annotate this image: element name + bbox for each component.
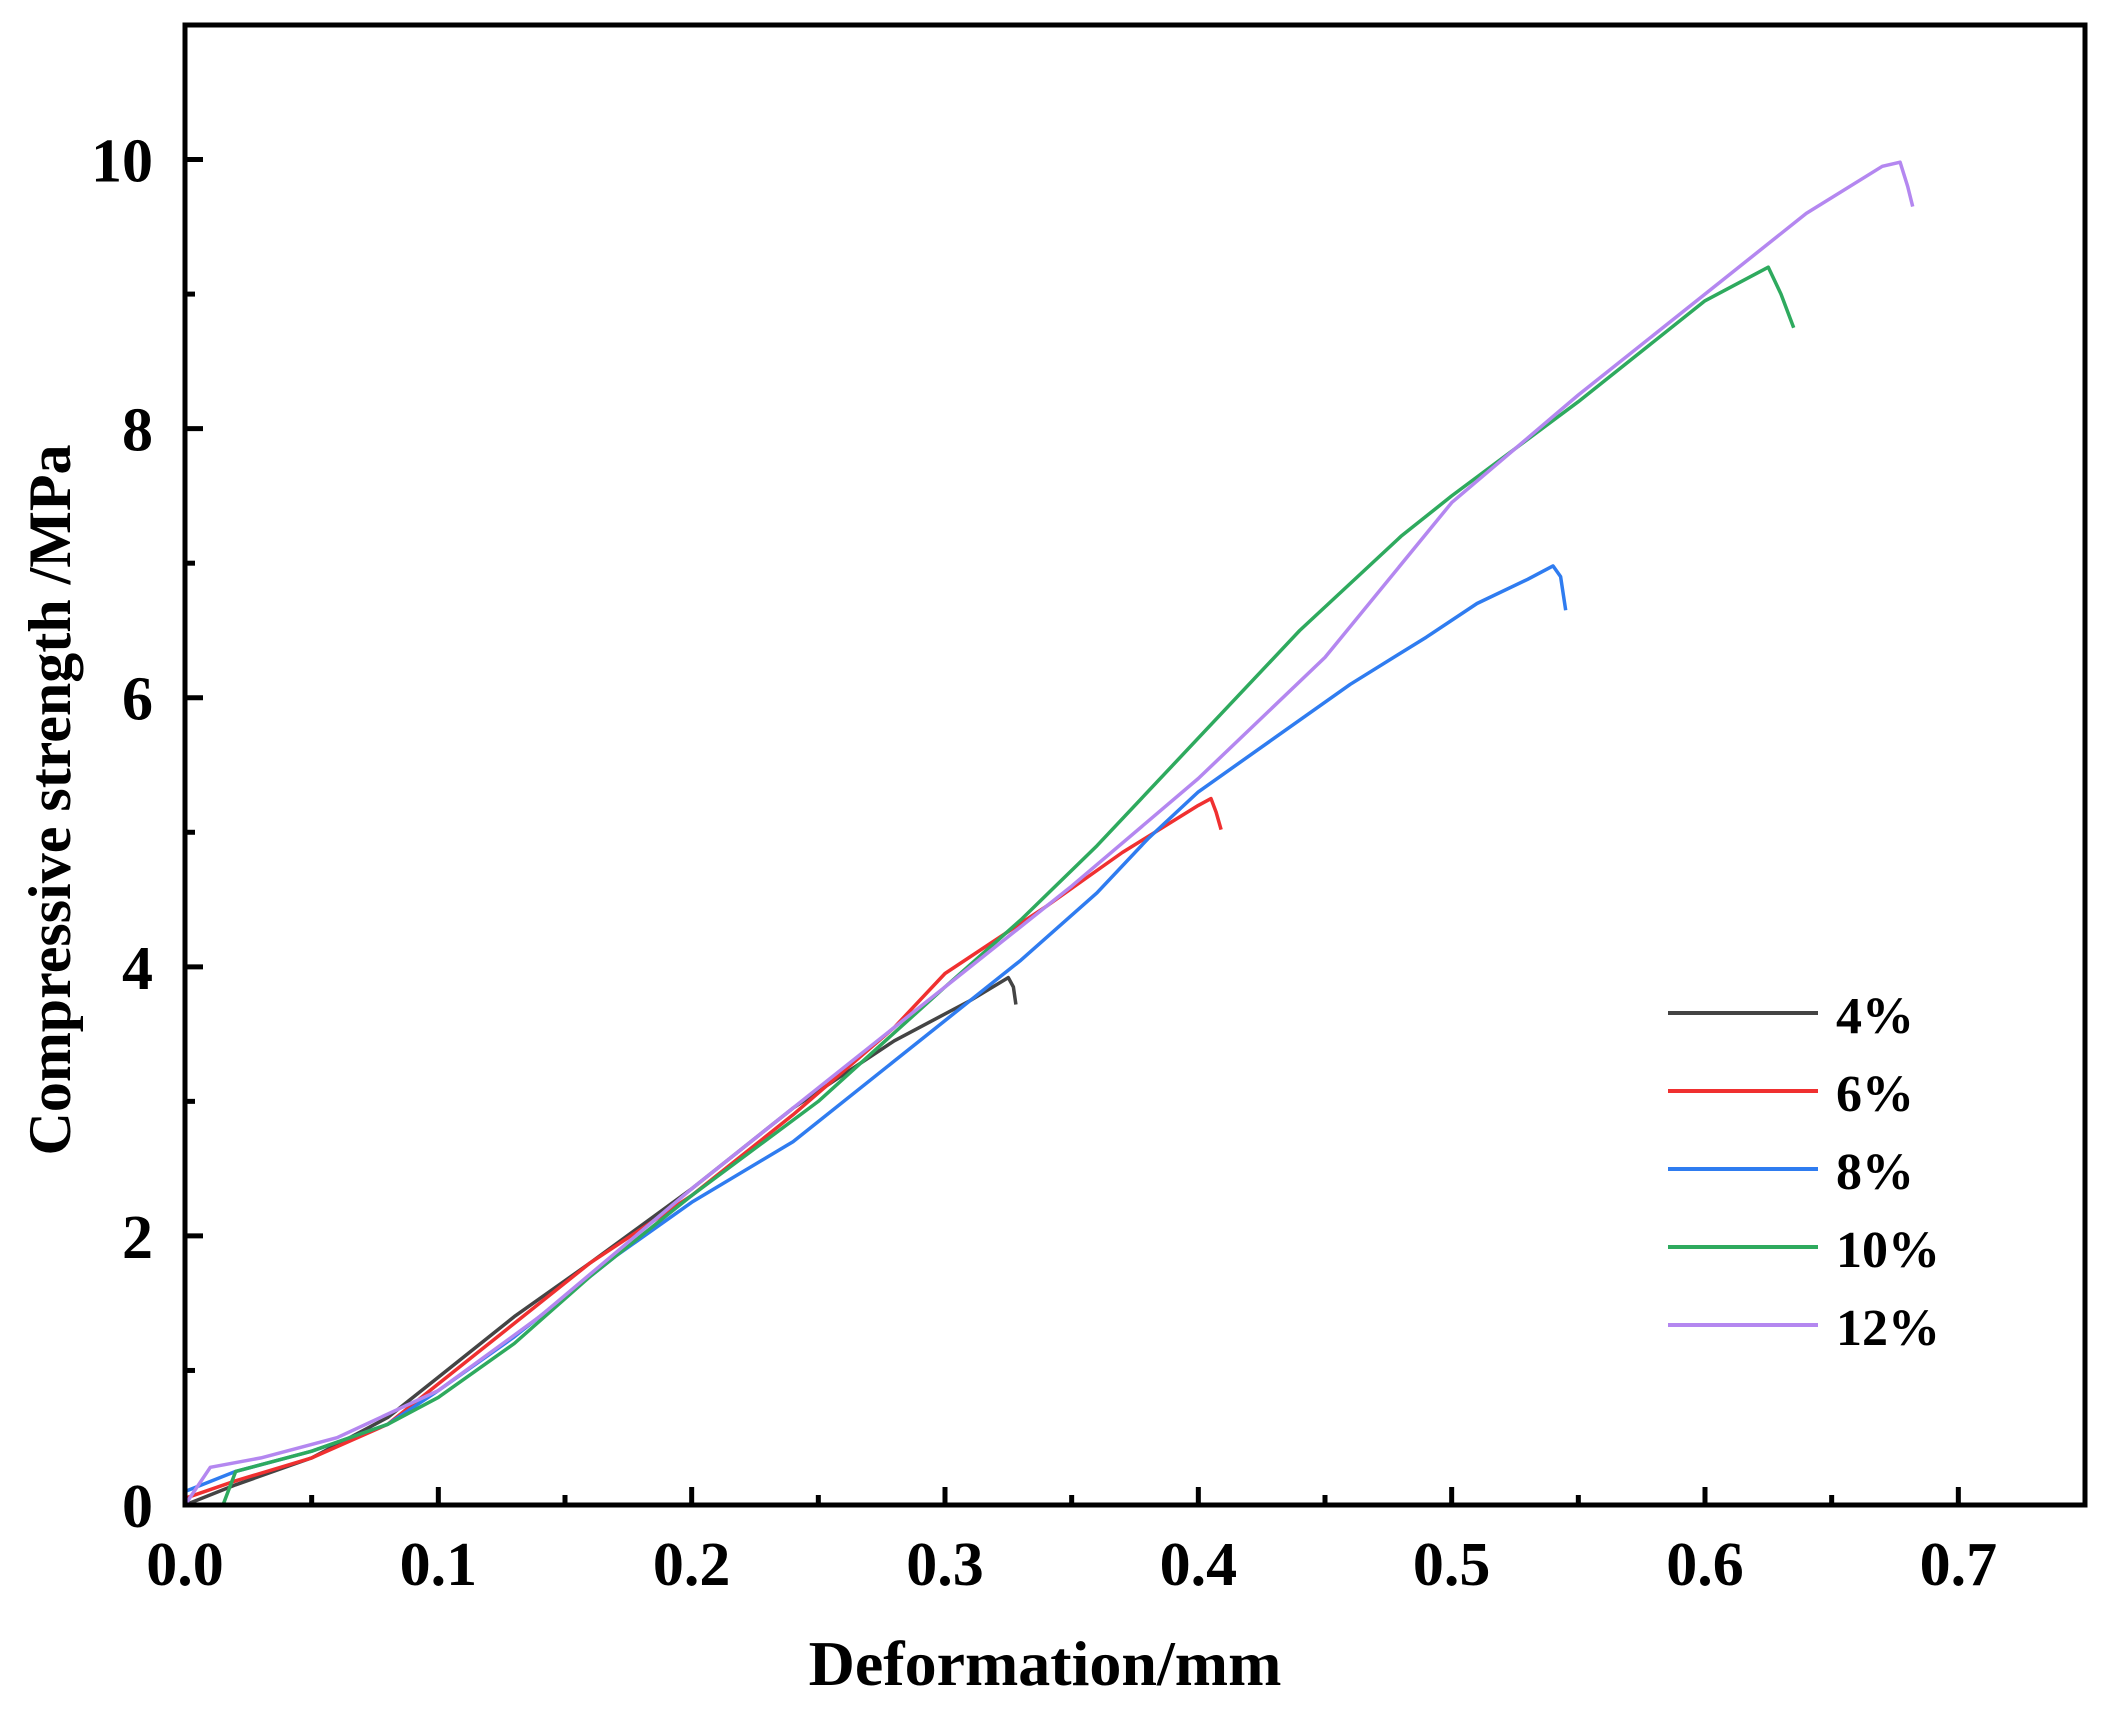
- plot-lines: [183, 160, 1915, 1507]
- series-line-4: [183, 160, 1915, 1506]
- y-tick-label: 10: [91, 128, 153, 196]
- x-tick-label: 0.0: [146, 1531, 224, 1599]
- y-tick-label: 4: [122, 935, 153, 1003]
- y-tick-label: 6: [122, 666, 153, 734]
- legend-label-0: 4%: [1836, 988, 1914, 1045]
- plot-frame: [182, 22, 2088, 1508]
- y-axis-title: Compressive strength /MPa: [17, 444, 83, 1155]
- x-tick-label: 0.7: [1920, 1531, 1998, 1599]
- x-tick-label: 0.1: [400, 1531, 478, 1599]
- series-line-0: [184, 975, 1018, 1507]
- x-tick-label: 0.6: [1666, 1531, 1744, 1599]
- series-line-3: [210, 265, 1796, 1507]
- series-line-2: [184, 564, 1568, 1494]
- legend-label-1: 6%: [1836, 1066, 1914, 1123]
- legend: 4% 6% 8% 10% 12%: [1668, 988, 1940, 1357]
- y-axis: 0 2 4 6 8 10: [91, 128, 203, 1541]
- y-tick-label: 0: [122, 1473, 153, 1541]
- y-tick-label: 2: [122, 1204, 153, 1272]
- x-axis-title: Deformation/mm: [809, 1628, 1282, 1699]
- x-tick-label: 0.2: [653, 1531, 731, 1599]
- y-tick-label: 8: [122, 397, 153, 465]
- legend-label-3: 10%: [1836, 1222, 1940, 1279]
- x-tick-label: 0.3: [906, 1531, 984, 1599]
- legend-label-2: 8%: [1836, 1144, 1914, 1201]
- x-axis: 0.0 0.1 0.2 0.3 0.4 0.5 0.6 0.7: [146, 1487, 1997, 1599]
- legend-label-4: 12%: [1836, 1300, 1940, 1357]
- x-tick-label: 0.4: [1160, 1531, 1238, 1599]
- x-tick-label: 0.5: [1413, 1531, 1491, 1599]
- series-line-1: [184, 796, 1223, 1500]
